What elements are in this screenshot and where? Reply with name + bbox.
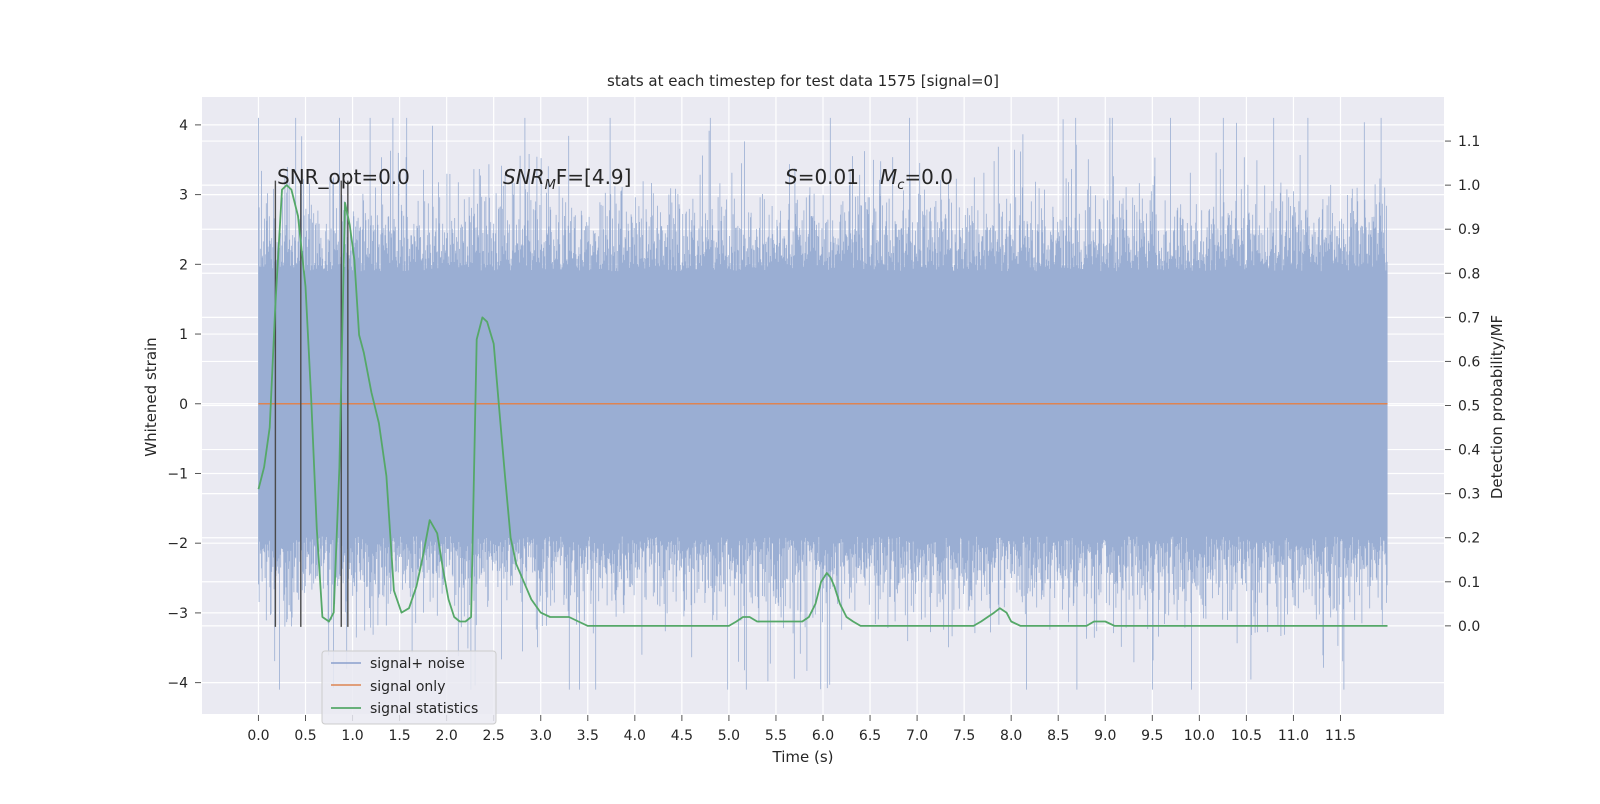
x-tick-label: 3.0 (530, 728, 552, 744)
x-tick-label: 9.0 (1094, 728, 1116, 744)
annotation-s-label: S (785, 165, 798, 189)
y-tick-label: −2 (167, 536, 188, 552)
x-tick-label: 0.0 (247, 728, 269, 744)
annotation-snr-mf: SNRMF=[4.9] (503, 165, 631, 193)
annotation-mc-value: =0.0 (904, 165, 953, 189)
x-tick-label: 7.5 (953, 728, 975, 744)
y2-tick-label: 0.8 (1458, 266, 1480, 282)
y2-tick-label: 0.3 (1458, 487, 1480, 503)
annotation-snr-mf-prefix: SNR (503, 165, 545, 189)
x-tick-label: 5.5 (765, 728, 787, 744)
y2-tick-label: 0.6 (1458, 354, 1480, 370)
annotation-mc-sub: c (897, 178, 904, 193)
y2-tick-label: 0.0 (1458, 619, 1480, 635)
chart-title: stats at each timestep for test data 157… (607, 72, 999, 90)
x-tick-label: 1.5 (388, 728, 410, 744)
y2-tick-label: 0.7 (1458, 310, 1480, 326)
y-tick-label: 3 (179, 188, 188, 204)
y2-tick-label: 1.0 (1458, 178, 1480, 194)
x-tick-label: 0.5 (294, 728, 316, 744)
x-tick-label: 8.0 (1000, 728, 1022, 744)
noise-trace (258, 117, 1388, 690)
y2-axis-ticks: 1.1 1.0 0.9 0.8 0.7 0.6 0.5 0.4 0.3 0.2 0.1 0.0 (1445, 134, 1480, 635)
x-tick-label: 1.0 (341, 728, 363, 744)
x-tick-label: 4.0 (624, 728, 646, 744)
annotation-snr-mf-rest: F=[4.9] (556, 165, 632, 189)
x-tick-label: 4.5 (671, 728, 693, 744)
x-tick-label: 3.5 (577, 728, 599, 744)
x-tick-label: 2.0 (436, 728, 458, 744)
y-tick-label: 4 (179, 118, 188, 134)
legend: signal+ noise signal only signal statist… (321, 650, 497, 725)
x-axis-label: Time (s) (772, 748, 834, 766)
legend-box (321, 650, 497, 725)
x-tick-label: 6.5 (859, 728, 881, 744)
annotation-mc: Mc=0.0 (880, 165, 953, 193)
x-tick-label: 8.5 (1047, 728, 1069, 744)
x-tick-label: 5.0 (718, 728, 740, 744)
legend-label-signal-only: signal only (370, 679, 445, 695)
y-tick-label: 1 (179, 327, 188, 343)
x-tick-label: 7.0 (906, 728, 928, 744)
x-tick-label: 6.0 (812, 728, 834, 744)
annotation-mc-label: M (880, 165, 897, 189)
x-tick-label: 9.5 (1141, 728, 1163, 744)
annotation-snr-opt: SNR_opt=0.0 (277, 165, 410, 189)
x-axis-ticks: 0.0 0.5 1.0 1.5 2.0 2.5 3.0 3.5 4.0 4.5 5.0 5.5 6.0 6… (247, 715, 1356, 744)
annotation-s: S=0.01 (785, 165, 859, 189)
y-axis-ticks: 4 3 2 1 0 −1 −2 −3 −4 (167, 118, 201, 692)
y2-tick-label: 0.9 (1458, 222, 1480, 238)
annotation-snr-mf-sub: M (545, 178, 556, 193)
annotation-s-value: =0.01 (798, 165, 859, 189)
y-tick-label: −4 (167, 676, 188, 692)
y-tick-label: −1 (167, 466, 188, 482)
y2-tick-label: 0.2 (1458, 531, 1480, 547)
y2-axis-label: Detection probability/MF (1488, 315, 1506, 499)
y2-tick-label: 1.1 (1458, 134, 1480, 150)
legend-label-signal-plus-noise: signal+ noise (370, 656, 465, 672)
series-signal-statistics (257, 184, 1388, 627)
x-tick-label: 10.0 (1184, 728, 1215, 744)
y2-tick-label: 0.1 (1458, 575, 1480, 591)
y-axis-label: Whitened strain (142, 337, 160, 456)
y2-tick-label: 0.4 (1458, 443, 1480, 459)
legend-label-signal-statistics: signal statistics (370, 701, 478, 717)
y-tick-label: −3 (167, 606, 188, 622)
signal-statistics-line (257, 184, 1388, 627)
x-tick-label: 11.0 (1278, 728, 1309, 744)
y-tick-label: 0 (179, 397, 188, 413)
y2-tick-label: 0.5 (1458, 399, 1480, 415)
x-tick-label: 10.5 (1231, 728, 1262, 744)
x-tick-label: 11.5 (1325, 728, 1356, 744)
y-tick-label: 2 (179, 257, 188, 273)
x-tick-label: 2.5 (483, 728, 505, 744)
